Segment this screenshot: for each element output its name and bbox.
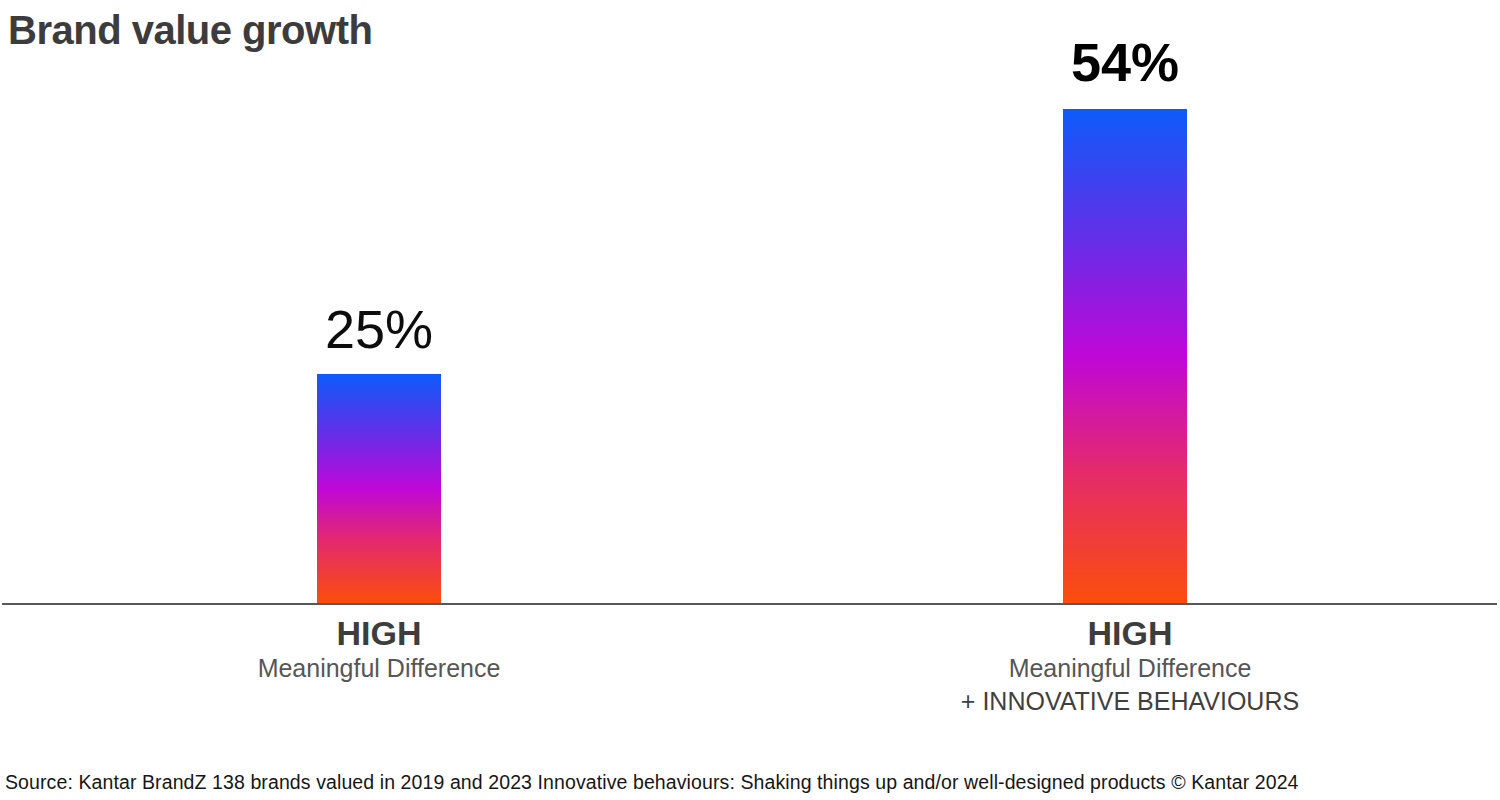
category-subtitle: Meaningful Difference: [258, 652, 501, 685]
chart-canvas: Brand value growth 25% 54% HIGH Meaningf…: [0, 0, 1500, 800]
category-label-high-md-innovative: HIGH Meaningful Difference + INNOVATIVE …: [961, 615, 1299, 718]
bar-rect-high-md: [317, 374, 441, 603]
category-subtitle-innovative: + INNOVATIVE BEHAVIOURS: [961, 685, 1299, 718]
bar-value-label-25: 25%: [325, 298, 433, 360]
source-note: Source: Kantar BrandZ 138 brands valued …: [5, 771, 1299, 794]
category-title: HIGH: [258, 615, 501, 652]
plot-area: 25% 54%: [0, 0, 1500, 604]
category-label-high-md: HIGH Meaningful Difference: [258, 615, 501, 685]
bar-rect-high-md-innovative: [1063, 109, 1187, 603]
category-title: HIGH: [961, 615, 1299, 652]
bar-value-label-54: 54%: [1071, 31, 1179, 93]
x-axis-line: [2, 603, 1497, 605]
bar-wrap: 54%: [1063, 109, 1187, 603]
category-subtitle: Meaningful Difference: [961, 652, 1299, 685]
bar-wrap: 25%: [317, 374, 441, 603]
